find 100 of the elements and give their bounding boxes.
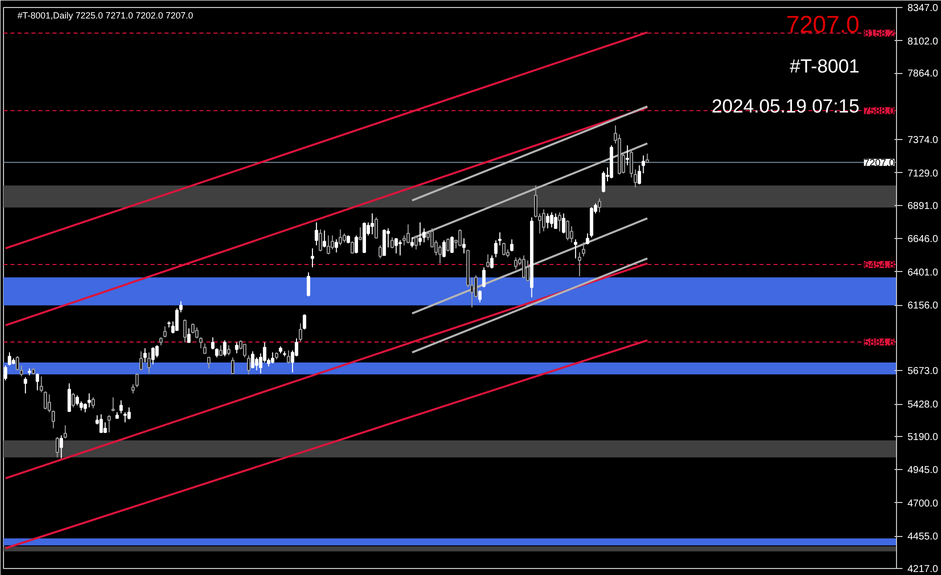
candlestick (522, 254, 526, 279)
candlestick (107, 414, 111, 433)
candlestick (151, 346, 155, 365)
candlestick (139, 350, 143, 371)
candlestick (586, 232, 590, 245)
candlestick (68, 382, 71, 412)
candlestick (462, 238, 466, 254)
candlestick (338, 228, 342, 246)
candlestick (183, 319, 187, 343)
candlestick (334, 238, 338, 253)
candlestick (143, 348, 147, 363)
candlestick (478, 290, 482, 303)
candlestick (326, 234, 330, 255)
candlestick (88, 392, 91, 408)
candlestick (231, 356, 234, 374)
candlestick (135, 372, 139, 388)
candlestick (402, 234, 406, 246)
candlestick (302, 314, 306, 330)
annotation: 2024.05.19 07:15 (712, 96, 860, 118)
candlestick (127, 406, 131, 420)
candlestick (246, 354, 250, 375)
candlestick (24, 376, 28, 394)
candlestick (195, 326, 199, 339)
candlestick (514, 256, 518, 270)
candlestick (4, 364, 8, 381)
candlestick (414, 234, 418, 250)
candlestick (558, 212, 562, 232)
candlestick (410, 236, 414, 248)
ref-line-label: 6454.8 (864, 260, 895, 272)
candlestick (219, 344, 222, 356)
candlestick (298, 322, 302, 342)
y-tick-label: 4700.0 (908, 498, 939, 510)
candlestick (482, 266, 486, 288)
candlestick (16, 356, 20, 371)
chart-title: #T-8001,Daily 7225.0 7271.0 7202.0 7207.0 (18, 10, 194, 20)
candlestick (458, 228, 462, 247)
candlestick (314, 222, 318, 246)
candlestick (8, 352, 12, 366)
candlestick (554, 212, 558, 230)
candlestick (394, 238, 398, 254)
candlestick (582, 242, 586, 257)
y-tick-label: 5190.0 (908, 432, 939, 443)
candlestick (72, 392, 75, 408)
candlestick (354, 234, 358, 254)
candlestick (92, 396, 95, 409)
candlestick (642, 154, 646, 174)
candlestick (119, 400, 123, 414)
candlestick (250, 350, 254, 369)
candlestick (99, 414, 103, 434)
candlestick (358, 226, 362, 241)
y-tick-label: 6646.0 (908, 234, 939, 246)
candlestick (310, 248, 314, 268)
y-tick-label: 7129.0 (908, 168, 939, 180)
candlestick (191, 323, 195, 334)
candlestick (438, 244, 442, 264)
candlestick (498, 232, 502, 246)
candlestick (378, 244, 382, 259)
y-tick-label: 7374.0 (908, 135, 939, 146)
candlestick (223, 340, 226, 357)
candlestick (450, 236, 454, 254)
candlestick (638, 164, 642, 185)
y-tick-label: 4945.0 (908, 465, 939, 476)
candlestick (446, 238, 450, 252)
candlestick (131, 384, 135, 394)
candlestick (187, 328, 191, 344)
candlestick (123, 412, 127, 423)
candlestick (374, 216, 378, 239)
candlestick (442, 240, 446, 258)
candlestick (103, 422, 107, 434)
y-tick-label: 6401.0 (908, 267, 939, 278)
candlestick (36, 372, 40, 391)
candlestick (490, 254, 494, 269)
candlestick (542, 208, 546, 232)
candlestick (398, 240, 402, 256)
candlestick (322, 230, 326, 248)
candlestick (254, 356, 258, 371)
y-tick-label: 6156.0 (908, 300, 939, 312)
candlestick (64, 424, 67, 439)
y-tick-label: 4217.0 (908, 564, 939, 575)
candlestick (510, 238, 514, 252)
candlestick (502, 242, 506, 256)
y-tick-label: 5428.0 (908, 400, 939, 411)
annotation: 7207.0 (786, 12, 860, 38)
candlestick (235, 342, 238, 354)
y-tick-label: 8102.0 (908, 36, 939, 48)
candlestick (163, 326, 167, 338)
candlestick (370, 212, 374, 235)
y-tick-label: 8347.0 (908, 3, 939, 14)
candlestick (526, 260, 530, 282)
candlestick (626, 144, 630, 166)
candlestick (227, 344, 230, 356)
y-tick-label: 7864.0 (908, 68, 939, 80)
y-tick-label: 6891.0 (908, 200, 939, 212)
ref-line-label: 7207.0 (864, 158, 895, 169)
candlestick (550, 212, 554, 228)
candlestick (494, 240, 498, 258)
candlestick (270, 352, 274, 364)
candlestick (175, 308, 179, 332)
candlestick (574, 238, 578, 259)
candlestick (406, 224, 410, 244)
